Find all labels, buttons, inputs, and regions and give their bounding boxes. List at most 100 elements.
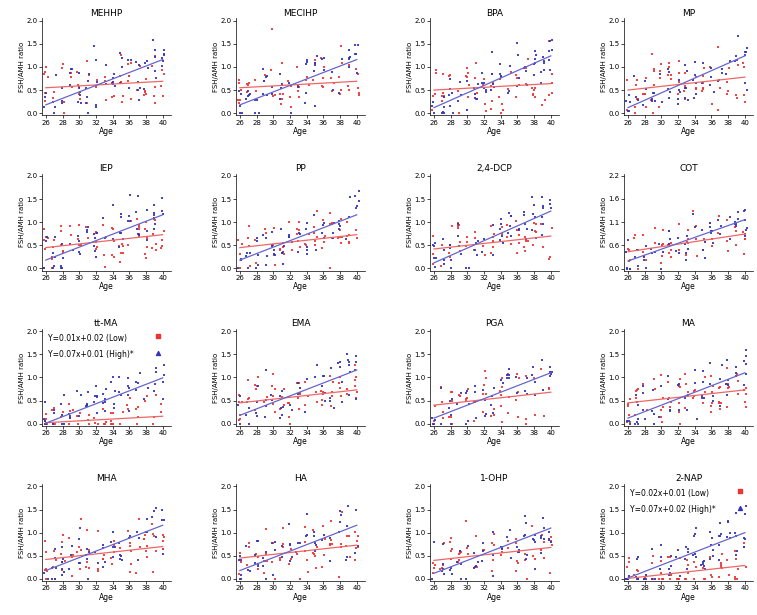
- Point: [277, 542, 289, 552]
- Point: [335, 41, 347, 51]
- Point: [293, 405, 305, 415]
- Point: [494, 69, 506, 79]
- Point: [291, 378, 304, 388]
- Point: [519, 386, 531, 395]
- Y-axis label: FSH/AMH ratio: FSH/AMH ratio: [407, 507, 413, 558]
- Point: [501, 88, 513, 98]
- Point: [738, 539, 750, 549]
- Point: [713, 572, 725, 582]
- Point: [132, 412, 145, 422]
- Point: [436, 97, 448, 106]
- Point: [140, 216, 152, 226]
- Point: [134, 542, 146, 552]
- Point: [115, 209, 127, 219]
- Point: [503, 364, 515, 374]
- Point: [48, 574, 61, 584]
- Point: [107, 236, 120, 246]
- Point: [336, 378, 348, 387]
- Point: [158, 45, 170, 55]
- Point: [646, 551, 659, 561]
- Point: [648, 80, 660, 90]
- Point: [100, 416, 112, 426]
- Point: [444, 101, 456, 111]
- Point: [632, 400, 644, 410]
- Point: [655, 552, 667, 562]
- Point: [148, 213, 160, 223]
- Point: [731, 214, 743, 224]
- Point: [444, 71, 456, 81]
- Point: [662, 552, 674, 561]
- Point: [721, 516, 734, 526]
- Point: [704, 218, 716, 228]
- Point: [445, 411, 457, 421]
- Point: [662, 240, 674, 250]
- Point: [520, 237, 532, 247]
- Point: [326, 233, 338, 243]
- Point: [148, 506, 160, 516]
- Point: [427, 558, 439, 568]
- Point: [301, 57, 313, 66]
- Point: [80, 56, 92, 66]
- Point: [260, 524, 273, 534]
- Point: [317, 387, 329, 397]
- Point: [687, 210, 699, 220]
- Point: [260, 73, 273, 82]
- Point: [478, 380, 491, 390]
- Point: [518, 242, 530, 252]
- Point: [479, 395, 491, 405]
- Point: [155, 65, 167, 74]
- Point: [488, 82, 500, 92]
- Point: [469, 73, 481, 83]
- Point: [437, 539, 449, 549]
- Point: [488, 229, 500, 239]
- Point: [334, 225, 346, 235]
- Point: [519, 530, 531, 540]
- Point: [302, 391, 314, 401]
- Point: [343, 45, 355, 55]
- Point: [114, 544, 126, 554]
- Point: [335, 238, 347, 248]
- Point: [428, 563, 440, 573]
- Point: [291, 63, 303, 73]
- Point: [276, 58, 288, 68]
- Point: [712, 211, 724, 221]
- Point: [157, 210, 169, 220]
- Point: [83, 547, 95, 557]
- Point: [106, 77, 118, 87]
- Point: [90, 82, 102, 92]
- Point: [546, 367, 558, 377]
- Point: [621, 247, 633, 256]
- Point: [294, 538, 306, 548]
- Point: [454, 547, 466, 557]
- Point: [73, 558, 85, 568]
- Point: [513, 73, 525, 83]
- Point: [428, 242, 440, 252]
- Point: [495, 108, 507, 118]
- Point: [496, 223, 508, 232]
- Point: [681, 564, 693, 574]
- Point: [487, 527, 499, 537]
- Point: [316, 562, 328, 572]
- Point: [63, 533, 75, 543]
- Point: [350, 394, 363, 403]
- Point: [349, 549, 361, 558]
- Point: [142, 383, 154, 392]
- Point: [38, 568, 50, 578]
- Point: [427, 98, 439, 108]
- Point: [117, 97, 129, 107]
- Point: [648, 66, 660, 76]
- Point: [48, 553, 61, 563]
- Point: [460, 419, 472, 429]
- Point: [712, 397, 724, 407]
- Point: [740, 79, 752, 89]
- Point: [343, 85, 355, 95]
- Point: [664, 87, 676, 97]
- Point: [731, 574, 743, 584]
- Point: [63, 564, 75, 574]
- Point: [721, 532, 733, 542]
- Point: [476, 78, 488, 88]
- Point: [544, 568, 556, 578]
- Point: [133, 368, 145, 378]
- Point: [679, 68, 691, 78]
- Point: [648, 89, 660, 98]
